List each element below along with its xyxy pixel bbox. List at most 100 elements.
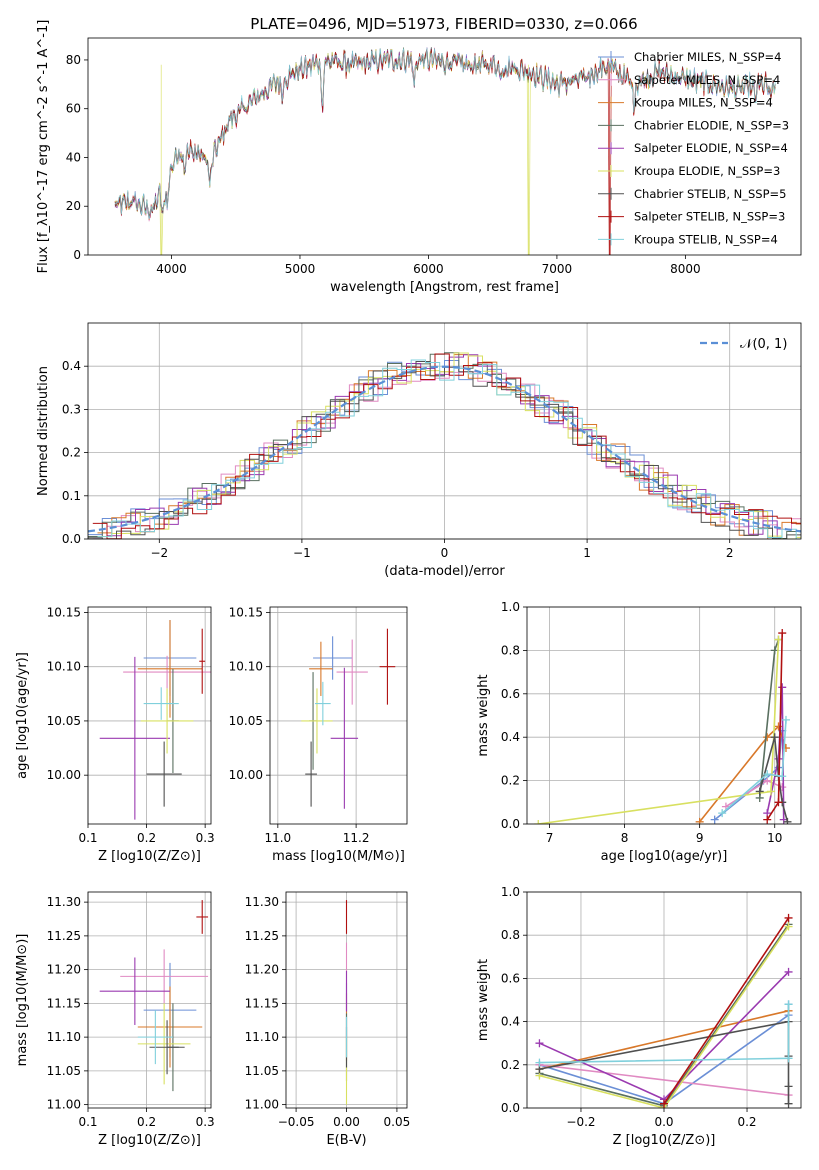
x-axis-label: wavelength [Angstrom, rest frame]	[330, 280, 559, 295]
weight-point-marker	[535, 1058, 544, 1067]
y-tick-label: 0	[73, 248, 81, 262]
x-axis-label: Z [log10(Z/Z⊙)]	[613, 1133, 716, 1148]
weight-series-line	[539, 1010, 789, 1070]
y-tick-label: 0.3	[62, 402, 81, 416]
weight-point-marker	[781, 715, 790, 724]
weight-point-marker	[784, 1099, 793, 1108]
grid-lines	[270, 607, 407, 824]
y-tick-label: 10.00	[229, 768, 263, 782]
y-tick-label: 11.30	[47, 895, 81, 909]
y-tick-label: 1.0	[501, 600, 520, 614]
figure-title: PLATE=0496, MJD=51973, FIBERID=0330, z=0…	[250, 15, 637, 33]
spectrum-legend: Chabrier MILES, N_SSP=4 Salpeter MILES, N…	[598, 50, 789, 246]
axes-frame	[87, 322, 802, 540]
axes-frame	[87, 37, 802, 256]
histogram-series	[92, 354, 801, 539]
weight-point-marker	[784, 913, 793, 922]
histogram-series	[92, 353, 801, 539]
y-tick-label: 11.00	[245, 1098, 279, 1112]
y-tick-label: 80	[66, 53, 81, 67]
x-tick-label: 0.2	[137, 831, 156, 845]
axes-frame	[526, 891, 802, 1109]
histogram-series	[88, 361, 801, 539]
y-tick-label: 0.0	[501, 1101, 520, 1115]
chart-age_vs_mass: 11.0 11.2 10.00 10.05 10.10 10.15 mass [log10(…	[229, 605, 408, 864]
chart-weight_vs_Z: −0.2 0.0 0.2 0.0 0.2 0.4 0.6 0.8 1.0 Z [log10(Z/Z…	[476, 885, 802, 1148]
y-tick-label: 10.10	[47, 660, 81, 674]
grid-lines	[87, 607, 211, 824]
y-tick-label: 10.15	[47, 605, 81, 619]
grid-lines	[527, 891, 801, 1109]
y-tick-label: 11.10	[245, 1030, 279, 1044]
weight-point-marker	[534, 820, 543, 824]
x-axis-label: age [log10(age/yr)]	[601, 849, 728, 864]
x-tick-label: 0.00	[333, 1115, 360, 1129]
axes-frame	[285, 891, 408, 1109]
x-tick-label: −0.2	[566, 1115, 595, 1129]
weight-point-marker	[783, 817, 792, 824]
y-tick-label: 0.0	[62, 532, 81, 546]
x-tick-label: 10	[767, 831, 782, 845]
y-tick-label: 11.10	[47, 1030, 81, 1044]
y-tick-label: 40	[66, 150, 81, 164]
weight-point-marker	[784, 1054, 793, 1063]
y-tick-label: 0.2	[501, 1058, 520, 1072]
y-tick-label: 0.6	[501, 687, 520, 701]
x-tick-label: 11.0	[264, 831, 291, 845]
axes-frame	[87, 606, 212, 825]
legend-label: Chabrier MILES, N_SSP=4	[634, 50, 781, 64]
y-tick-label: 0.2	[501, 774, 520, 788]
y-tick-label: 10.10	[229, 660, 263, 674]
y-tick-label: 11.05	[47, 1064, 81, 1078]
plot-area	[99, 900, 209, 1092]
weight-point-marker	[755, 787, 764, 796]
plot-area	[301, 628, 396, 809]
x-tick-label: 7000	[542, 262, 573, 276]
weight-point-marker	[778, 629, 787, 638]
y-tick-label: 11.25	[245, 929, 279, 943]
y-tick-label: 10.15	[229, 605, 263, 619]
histogram-series	[97, 359, 801, 539]
x-tick-label: 0.05	[384, 1115, 411, 1129]
y-tick-label: 11.00	[47, 1098, 81, 1112]
legend-label: Chabrier ELODIE, N_SSP=3	[634, 118, 789, 132]
y-tick-label: 0.4	[501, 730, 520, 744]
x-tick-label: 0.2	[137, 1115, 156, 1129]
x-tick-label: 2	[726, 546, 734, 560]
weight-point-marker	[766, 787, 775, 796]
y-tick-label: 11.15	[47, 996, 81, 1010]
y-tick-label: 0.4	[62, 359, 81, 373]
axes-frame	[526, 606, 802, 825]
x-tick-label: 9	[696, 831, 704, 845]
x-tick-label: 0.1	[78, 1115, 97, 1129]
y-tick-label: 0.4	[501, 1015, 520, 1029]
legend-label: Kroupa ELODIE, N_SSP=3	[634, 164, 780, 178]
weight-point-marker	[535, 1039, 544, 1048]
x-axis-label: mass [log10(M/M⊙)]	[272, 849, 405, 864]
y-tick-label: 11.25	[47, 929, 81, 943]
x-tick-label: −1	[293, 546, 311, 560]
x-tick-label: 0.2	[737, 1115, 756, 1129]
y-tick-label: 0.2	[62, 446, 81, 460]
weight-point-marker	[710, 815, 719, 824]
x-tick-label: 5000	[285, 262, 316, 276]
x-tick-label: 0.3	[196, 1115, 215, 1129]
y-tick-label: 60	[66, 102, 81, 116]
x-tick-label: 8	[621, 831, 629, 845]
chart-mass_vs_EBV: −0.05 0.00 0.05 11.00 11.05 11.10 11.15 11.20 11…	[245, 891, 411, 1148]
y-tick-label: 11.05	[245, 1064, 279, 1078]
axes-frame	[87, 891, 212, 1109]
weight-point-marker	[660, 1099, 668, 1108]
x-tick-label: 11.2	[343, 831, 370, 845]
x-tick-label: 4000	[156, 262, 187, 276]
weight-point-marker	[784, 1000, 793, 1009]
x-tick-label: 0.3	[196, 831, 215, 845]
legend-label: Salpeter STELIB, N_SSP=3	[634, 210, 785, 224]
x-tick-label: 7	[546, 831, 554, 845]
weight-point-marker	[770, 733, 779, 742]
y-tick-label: 1.0	[501, 885, 520, 899]
y-tick-label: 10.05	[47, 714, 81, 728]
y-tick-label: 0.8	[501, 928, 520, 942]
weight-series-line	[539, 926, 790, 1108]
normal-reference-curve	[88, 365, 801, 533]
